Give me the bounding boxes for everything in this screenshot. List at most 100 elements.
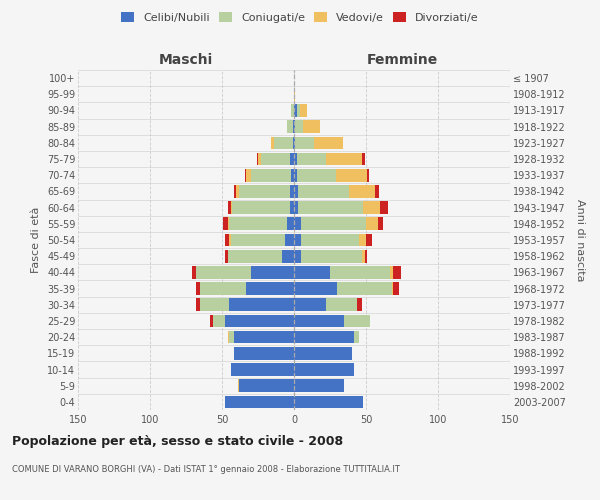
Bar xyxy=(228,250,283,262)
Bar xyxy=(230,363,294,376)
Bar xyxy=(229,234,230,246)
Bar xyxy=(294,363,355,376)
Bar xyxy=(230,234,286,246)
Y-axis label: Anni di nascita: Anni di nascita xyxy=(575,198,585,281)
Bar xyxy=(286,234,294,246)
Bar xyxy=(233,331,294,344)
Text: Popolazione per età, sesso e stato civile - 2008: Popolazione per età, sesso e stato civil… xyxy=(12,435,343,448)
Bar xyxy=(367,169,369,181)
Bar xyxy=(245,169,247,181)
Bar xyxy=(330,266,391,278)
Bar xyxy=(344,314,370,328)
Bar xyxy=(298,185,349,198)
Bar xyxy=(349,185,374,198)
Bar xyxy=(294,88,295,101)
Bar xyxy=(196,266,251,278)
Bar xyxy=(214,314,225,328)
Bar xyxy=(392,282,394,295)
Bar xyxy=(291,104,294,117)
Bar xyxy=(229,298,294,311)
Bar xyxy=(391,266,394,278)
Bar xyxy=(358,298,362,311)
Bar xyxy=(239,380,294,392)
Bar xyxy=(287,218,294,230)
Bar xyxy=(232,202,290,214)
Bar xyxy=(229,331,233,344)
Bar xyxy=(200,298,229,311)
Bar xyxy=(293,120,294,133)
Bar xyxy=(374,185,379,198)
Bar xyxy=(380,202,388,214)
Bar xyxy=(300,104,307,117)
Bar xyxy=(251,266,294,278)
Bar xyxy=(290,202,294,214)
Bar xyxy=(297,169,336,181)
Bar xyxy=(297,152,326,166)
Bar xyxy=(301,234,359,246)
Bar xyxy=(225,234,229,246)
Bar xyxy=(363,202,380,214)
Bar xyxy=(294,396,363,408)
Bar xyxy=(251,169,291,181)
Bar xyxy=(291,169,294,181)
Bar xyxy=(294,218,301,230)
Bar xyxy=(247,169,251,181)
Bar xyxy=(294,120,295,133)
Bar xyxy=(366,218,377,230)
Bar xyxy=(196,298,200,311)
Bar xyxy=(287,120,293,133)
Bar xyxy=(362,250,365,262)
Bar xyxy=(211,314,214,328)
Bar xyxy=(362,152,365,166)
Bar xyxy=(326,298,358,311)
Bar xyxy=(377,218,383,230)
Bar xyxy=(238,380,239,392)
Bar xyxy=(294,185,298,198)
Bar xyxy=(239,185,290,198)
Bar xyxy=(355,331,359,344)
Bar xyxy=(258,152,261,166)
Bar xyxy=(294,266,330,278)
Bar xyxy=(225,250,228,262)
Bar xyxy=(233,347,294,360)
Bar xyxy=(301,250,362,262)
Bar xyxy=(294,136,295,149)
Bar xyxy=(274,136,293,149)
Bar xyxy=(290,185,294,198)
Bar xyxy=(192,266,196,278)
Legend: Celibi/Nubili, Coniugati/e, Vedovi/e, Divorziati/e: Celibi/Nubili, Coniugati/e, Vedovi/e, Di… xyxy=(117,8,483,28)
Bar xyxy=(294,234,301,246)
Bar xyxy=(225,314,294,328)
Bar xyxy=(229,218,287,230)
Bar xyxy=(298,202,363,214)
Bar xyxy=(230,202,232,214)
Bar xyxy=(326,152,362,166)
Text: Femmine: Femmine xyxy=(367,53,437,67)
Bar xyxy=(394,282,399,295)
Bar xyxy=(294,152,297,166)
Bar xyxy=(247,282,294,295)
Bar xyxy=(294,347,352,360)
Bar xyxy=(271,136,274,149)
Bar xyxy=(295,120,302,133)
Bar xyxy=(223,218,228,230)
Bar xyxy=(228,331,229,344)
Bar xyxy=(365,250,367,262)
Bar xyxy=(294,202,298,214)
Bar xyxy=(294,104,297,117)
Bar xyxy=(290,152,294,166)
Bar xyxy=(294,282,337,295)
Bar xyxy=(294,250,301,262)
Bar xyxy=(394,266,401,278)
Bar xyxy=(294,169,297,181)
Bar xyxy=(225,396,294,408)
Bar xyxy=(366,234,372,246)
Bar xyxy=(336,169,367,181)
Bar xyxy=(297,104,300,117)
Bar xyxy=(301,218,366,230)
Bar xyxy=(196,282,200,295)
Y-axis label: Fasce di età: Fasce di età xyxy=(31,207,41,273)
Bar xyxy=(228,202,230,214)
Bar xyxy=(294,314,344,328)
Bar xyxy=(295,136,314,149)
